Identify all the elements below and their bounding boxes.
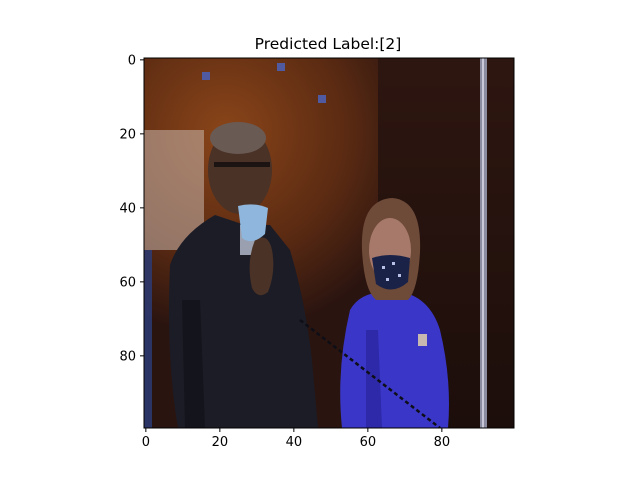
image-frame (143, 57, 515, 429)
x-tick-label: 20 (212, 435, 229, 450)
chart-title: Predicted Label:[2] (255, 35, 402, 53)
light-dot (318, 95, 326, 103)
diagonal-stripe (299, 319, 441, 428)
y-tick-label: 80 (119, 349, 136, 364)
light-dot (202, 72, 210, 80)
pole-highlight (482, 58, 484, 428)
man-hair (210, 122, 266, 154)
background-strip-left (144, 250, 152, 428)
x-tick-label: 40 (286, 435, 303, 450)
man-suit-shadow (182, 300, 205, 428)
woman-mask-dot (382, 266, 385, 269)
x-tick-label: 0 (142, 435, 150, 450)
x-tick-label: 60 (360, 435, 377, 450)
man-mask (238, 204, 268, 242)
y-tick-label: 60 (119, 275, 136, 290)
y-tick-label: 40 (119, 201, 136, 216)
woman-mask-dot (398, 274, 401, 277)
woman-mask-dot (392, 262, 395, 265)
woman-mask-dot (386, 278, 389, 281)
man-glasses (214, 162, 270, 167)
image-area (144, 58, 514, 428)
light-dot (277, 63, 285, 71)
woman-outfit-shadow (366, 330, 382, 428)
man-hand (249, 237, 274, 296)
x-tick-label: 80 (434, 435, 451, 450)
y-tick-label: 0 (128, 53, 136, 68)
woman-mask (372, 255, 410, 290)
x-axis: 0 20 40 60 80 (142, 428, 450, 450)
y-axis: 0 20 40 60 80 (119, 53, 144, 364)
y-tick-label: 20 (119, 127, 136, 142)
man-suit (169, 215, 318, 428)
woman-brooch (418, 334, 427, 346)
